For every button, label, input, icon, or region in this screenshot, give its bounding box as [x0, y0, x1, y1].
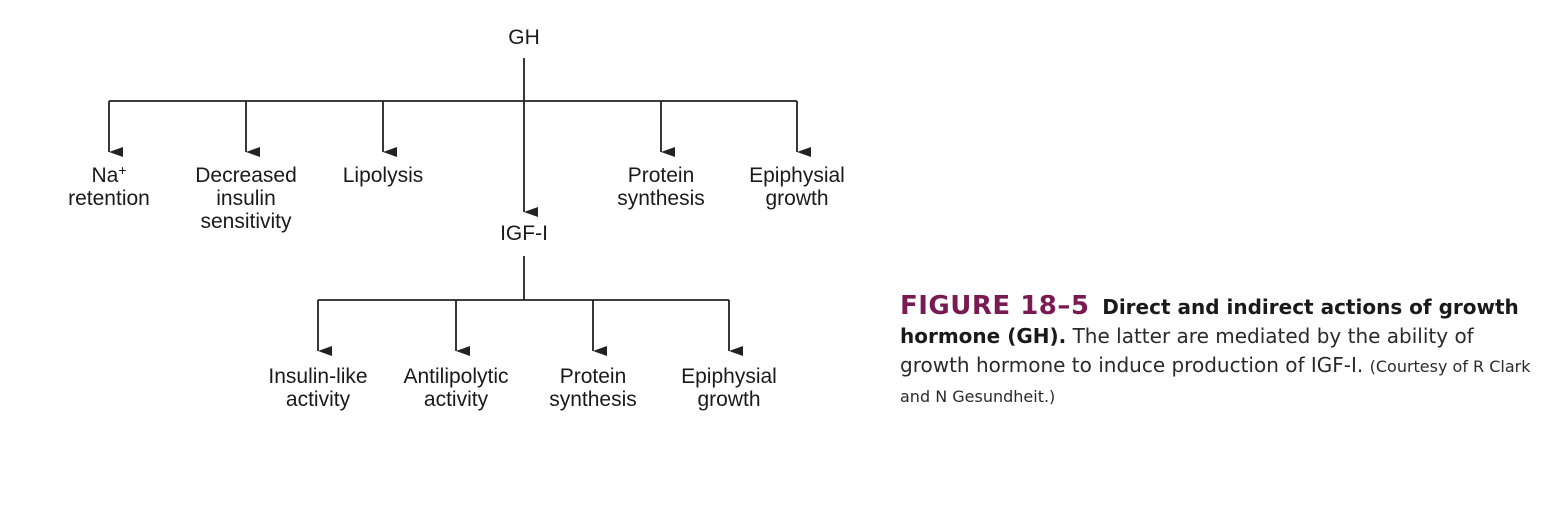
node-line: Decreased — [195, 164, 297, 187]
node-line: synthesis — [549, 388, 637, 411]
node-epiphysial-growth-igf: Epiphysial growth — [664, 365, 794, 411]
node-line: Protein — [627, 164, 695, 187]
node-line: synthesis — [617, 187, 705, 210]
node-line: activity — [423, 388, 489, 411]
figure-credit: (Courtesy of R Clark and N Gesundheit.) — [900, 357, 1531, 406]
node-decreased-insulin-sensitivity: Decreased insulin sensitivity — [176, 164, 316, 233]
node-lipolysis: Lipolysis — [342, 164, 424, 187]
node-line: growth — [697, 388, 761, 411]
figure-title: Direct and indirect actions of growth ho… — [900, 295, 1519, 348]
figure-caption: FIGURE 18–5 Direct and indirect actions … — [900, 292, 1540, 411]
node-antilipolytic-activity: Antilipolytic activity — [386, 365, 526, 411]
figure-body: The latter are mediated by the ability o… — [900, 324, 1474, 377]
node-line: sensitivity — [200, 210, 292, 233]
node-protein-synthesis-igf: Protein synthesis — [533, 365, 653, 411]
na-label: Na — [91, 164, 119, 187]
node-line: Protein — [559, 365, 627, 388]
node-line: Insulin-like — [268, 365, 368, 388]
node-line: activity — [285, 388, 351, 411]
figure-label: FIGURE 18–5 — [900, 291, 1090, 321]
na-retention-label: retention — [68, 187, 150, 210]
node-protein-synthesis-gh: Protein synthesis — [601, 164, 721, 210]
na-superscript: + — [118, 162, 127, 178]
node-line: Epiphysial — [681, 365, 777, 388]
node-igf-i: IGF-I — [500, 222, 548, 245]
node-line: Antilipolytic — [403, 365, 509, 388]
node-na-retention: Na+ retention — [49, 162, 169, 210]
node-insulin-like-activity: Insulin-like activity — [253, 365, 383, 411]
node-epiphysial-growth-gh: Epiphysial growth — [732, 164, 862, 210]
node-line: insulin — [216, 187, 276, 210]
node-line: growth — [765, 187, 829, 210]
node-gh: GH — [508, 26, 540, 49]
node-line: Epiphysial — [749, 164, 845, 187]
